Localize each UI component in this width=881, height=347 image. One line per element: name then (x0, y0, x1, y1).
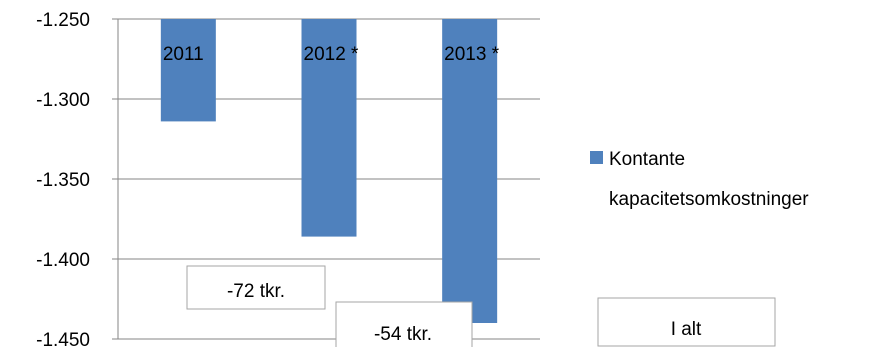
legend: Kontante kapacitetsomkostninger (590, 149, 809, 210)
annotation-total: I alt (597, 297, 776, 347)
y-tick-label: -1.350 (36, 170, 90, 191)
legend-label-line-2: kapacitetsomkostninger (609, 189, 809, 210)
legend-label-line-1: Kontante (609, 149, 685, 170)
annotation-72: -72 tkr. (186, 265, 326, 310)
category-label: 2013 * (444, 44, 500, 65)
annotation-text: -54 tkr. (374, 324, 432, 345)
annotation-box (335, 301, 473, 347)
bar (442, 19, 498, 323)
category-label: 2011 (163, 44, 204, 65)
y-axis-ticks: -1.250 -1.300 -1.350 -1.400 -1.450 (36, 10, 118, 347)
bars (160, 19, 498, 323)
y-tick-label: -1.300 (36, 90, 90, 111)
bar (160, 19, 216, 122)
annotation-text: -72 tkr. (227, 281, 285, 302)
annotation-box (186, 265, 326, 310)
bar (301, 19, 357, 237)
annotation-text: I alt (671, 319, 702, 340)
legend-swatch (590, 151, 603, 164)
y-tick-label: -1.250 (36, 10, 90, 31)
annotation-54: -54 tkr. (335, 301, 473, 347)
y-tick-label: -1.400 (36, 250, 90, 271)
y-tick-label: -1.450 (36, 330, 90, 347)
annotation-box (597, 297, 776, 347)
category-labels: 2011 2012 * 2013 * (163, 44, 500, 65)
category-label: 2012 * (304, 44, 360, 65)
